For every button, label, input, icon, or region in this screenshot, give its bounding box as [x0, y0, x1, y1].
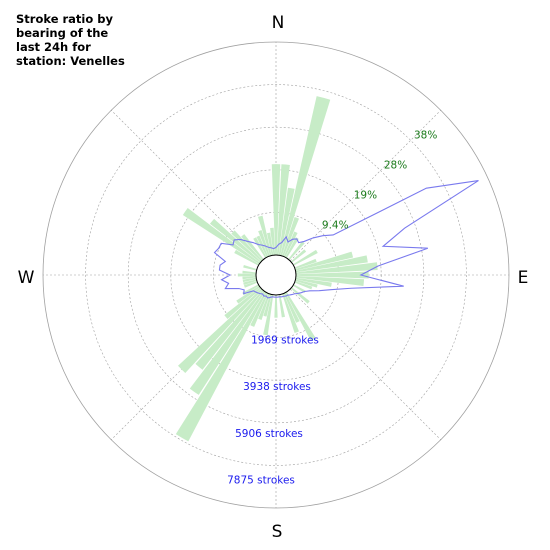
ratio-bar — [295, 279, 318, 288]
direction-label-n: N — [272, 13, 285, 33]
ratio-bar — [295, 262, 378, 275]
ratio-bar — [258, 293, 270, 320]
ratio-bar — [257, 215, 272, 256]
ratio-bar — [271, 164, 281, 256]
ratio-bar — [276, 164, 290, 256]
ratio-bar — [282, 293, 300, 333]
ratio-bar — [242, 277, 257, 283]
ratio-bar — [234, 249, 260, 266]
ratio-bar — [242, 275, 257, 280]
ratio-bar — [295, 255, 368, 273]
stroke-tick-label: 1969 strokes — [251, 335, 319, 347]
axis-labels: N E S W 9.4% 19% 28% 38% 1969 strokes 3938 stroke… — [18, 13, 529, 542]
ratio-bar — [280, 96, 331, 256]
ratio-bar — [294, 258, 317, 269]
ratio-bar — [295, 275, 365, 287]
ratio-bar — [292, 284, 306, 293]
ratio-bar — [243, 281, 258, 288]
ratio-bar — [236, 285, 261, 304]
ratio-bar — [290, 249, 307, 263]
grid-ring — [127, 126, 425, 424]
ratio-tick-label: 19% — [354, 190, 377, 202]
ratio-bar — [237, 273, 257, 277]
ratio-bar — [241, 234, 264, 261]
ratio-bar — [189, 290, 266, 395]
ratio-bar — [243, 279, 257, 285]
stroke-line-layer — [213, 180, 479, 299]
ratio-bar — [282, 217, 300, 257]
ratio-bar — [278, 294, 286, 318]
stroke-tick-label: 5906 strokes — [235, 428, 303, 440]
grid-spoke — [289, 110, 441, 262]
ratio-bar — [243, 265, 257, 271]
ratio-bar — [295, 277, 332, 287]
ratio-bar — [253, 237, 267, 259]
ratio-bar — [288, 241, 305, 261]
ratio-bar — [263, 294, 274, 336]
ratio-bar — [178, 288, 263, 373]
ratio-bar — [250, 292, 269, 327]
ratio-bar — [209, 218, 262, 263]
ratio-bars — [175, 96, 378, 442]
ratio-tick-label: 9.4% — [322, 220, 349, 232]
ratio-bar — [266, 232, 274, 256]
direction-label-e: E — [518, 268, 529, 288]
ratio-bar — [290, 287, 310, 304]
ratio-tick-label: 28% — [384, 159, 407, 171]
ratio-bar — [285, 291, 316, 341]
ratio-tick-label: 38% — [414, 129, 437, 141]
ratio-bar — [295, 271, 369, 279]
ratio-bar — [295, 251, 354, 271]
chart-title: Stroke ratio by bearing of the last 24h … — [16, 12, 125, 68]
ratio-bar — [242, 270, 257, 275]
ratio-bar — [283, 292, 300, 323]
direction-label-s: S — [272, 522, 283, 542]
stroke-tick-label: 3938 strokes — [243, 381, 311, 393]
ratio-bar — [285, 237, 299, 259]
grid-spoke — [111, 110, 263, 262]
direction-label-w: W — [18, 268, 35, 288]
ratio-bar — [263, 294, 272, 317]
ratio-bar — [292, 249, 318, 266]
ratio-bar — [224, 287, 262, 319]
grid-spoke — [289, 288, 441, 440]
polar-grid — [42, 41, 510, 509]
grid-ring — [85, 84, 467, 466]
ratio-bar — [294, 281, 313, 290]
ratio-bar — [274, 294, 278, 318]
center-hub — [255, 254, 297, 296]
ratio-bar — [258, 230, 270, 257]
stroke-tick-label: 7875 strokes — [227, 474, 295, 486]
ratio-bar — [256, 235, 269, 258]
ratio-bar — [231, 230, 263, 262]
hub-circle — [255, 254, 297, 296]
ratio-bar — [182, 207, 261, 265]
ratio-bar — [283, 231, 298, 258]
ratio-bar — [195, 289, 264, 370]
grid-spoke — [111, 288, 263, 440]
ratio-bar — [175, 291, 267, 442]
stroke-line — [213, 180, 479, 299]
ratio-bar — [278, 187, 295, 256]
